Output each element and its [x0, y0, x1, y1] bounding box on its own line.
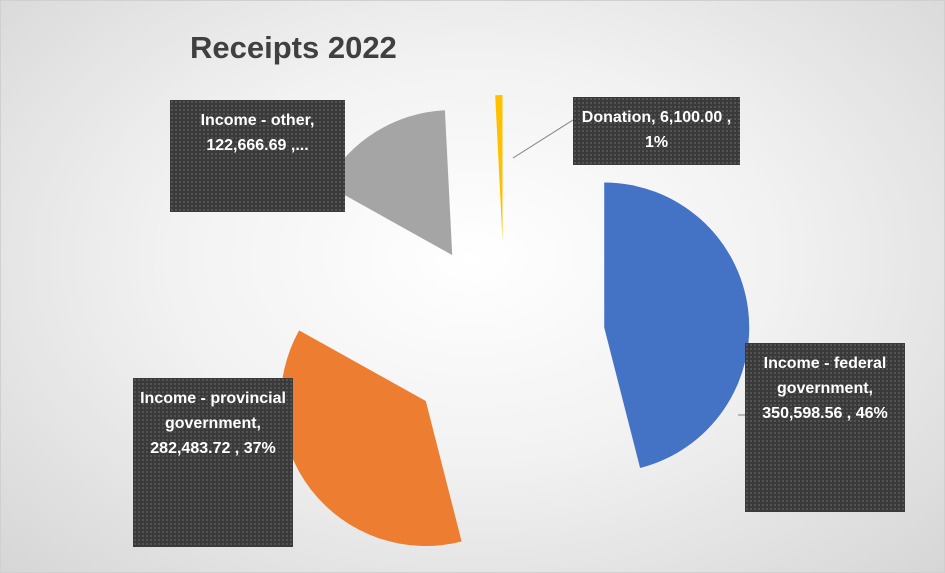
data-label: Income - provincial government, 282,483.…	[133, 378, 293, 547]
pie-slice	[604, 182, 750, 469]
pie-slice	[325, 110, 453, 256]
data-label: Income - other, 122,666.69 ,...	[170, 100, 345, 212]
data-label: Income - federal government, 350,598.56 …	[745, 343, 905, 512]
data-label: Donation, 6,100.00 , 1%	[573, 97, 740, 165]
leader-line	[512, 119, 580, 159]
pie-slice	[495, 95, 503, 241]
chart-title: Receipts 2022	[190, 30, 397, 65]
pie-slice	[280, 330, 462, 546]
